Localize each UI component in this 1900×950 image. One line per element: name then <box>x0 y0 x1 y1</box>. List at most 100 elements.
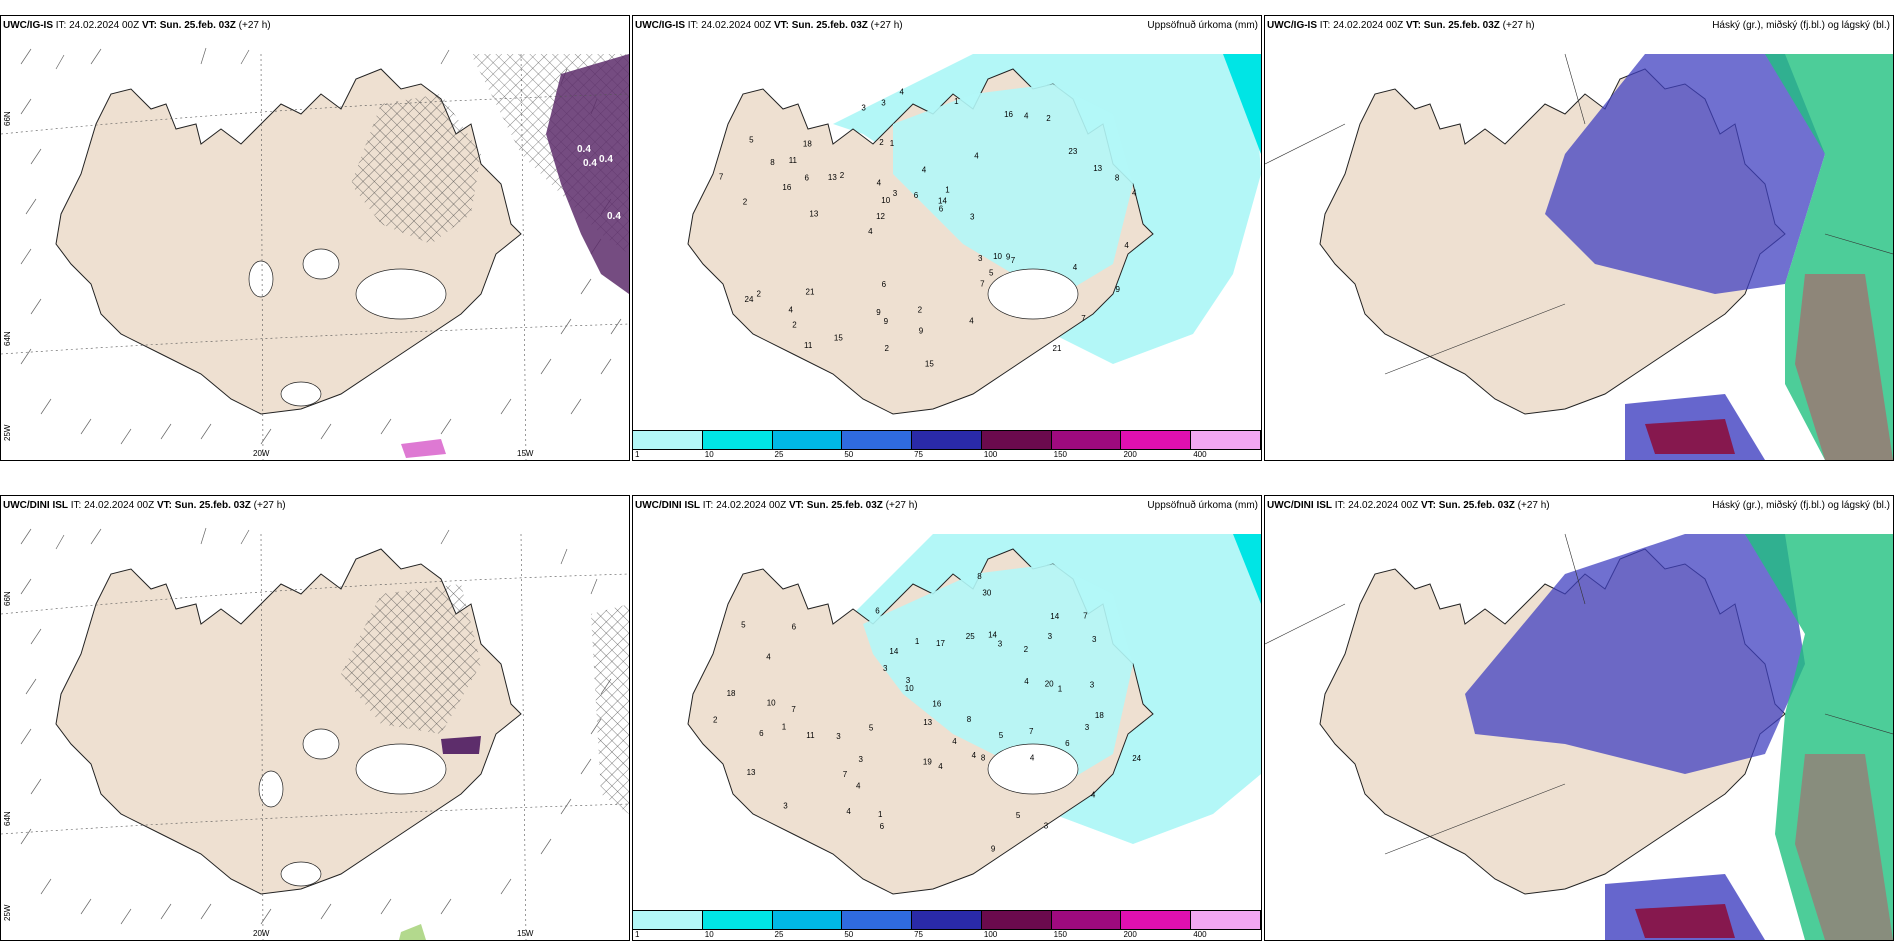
precip-value-label: 30 <box>982 589 991 598</box>
cloud-panel-top: UWC/IG-IS IT: 24.02.2024 00Z VT: Sun. 25… <box>1264 15 1894 461</box>
precip-value-label: 4 <box>938 762 943 771</box>
precip-value-label: 6 <box>939 204 944 213</box>
precip-value-label: 3 <box>1092 635 1097 644</box>
precip-value-label: 5 <box>999 731 1004 740</box>
colorbar-tick-label: 75 <box>914 450 924 459</box>
panel-header: UWC/DINI ISL IT: 24.02.2024 00Z VT: Sun.… <box>635 500 918 511</box>
svg-text:0.4: 0.4 <box>577 144 591 155</box>
precip-value-label: 4 <box>1091 791 1096 800</box>
precip-map: 1 4 5 4 4 3 3 2 1 3 3 4 6 8 13 7 16 18 17 20 24 18 10 11 13 10 7 8 6… <box>633 514 1261 910</box>
panel-header: UWC/DINI ISL IT: 24.02.2024 00Z VT: Sun.… <box>1267 500 1550 511</box>
precip-value-label: 1 <box>782 722 787 731</box>
precip-value-label: 11 <box>804 341 813 350</box>
colorbar-tick-label: 400 <box>1193 450 1207 459</box>
precip-value-label: 4 <box>974 152 979 161</box>
precip-value-label: 5 <box>989 268 994 277</box>
precip-value-label: 9 <box>919 327 924 336</box>
colorbar-segment <box>842 431 913 449</box>
cloud-title: Háský (gr.), miðský (fj.bl.) og lágský (… <box>1712 500 1890 511</box>
colorbar-segment <box>981 911 1052 929</box>
precip-value-label: 19 <box>923 758 932 767</box>
precip-value-label: 18 <box>727 689 736 698</box>
colorbar-segment <box>842 911 913 929</box>
colorbar-segment <box>633 911 703 929</box>
precip-value-label: 1 <box>1058 685 1063 694</box>
colorbar-ticks: 1 10 25 50 75 100 150 200 400 <box>633 450 1261 460</box>
svg-text:0.4: 0.4 <box>599 154 613 165</box>
precip-value-label: 4 <box>1030 754 1035 763</box>
lon-label-20w: 20W <box>253 929 270 938</box>
precip-value-label: 7 <box>1029 727 1034 736</box>
precip-value-label: 2 <box>879 138 884 147</box>
colorbar-tick-label: 150 <box>1053 450 1068 459</box>
precip-title: Uppsöfnuð úrkoma (mm) <box>1147 20 1258 31</box>
colorbar-tick-label: 1 <box>635 930 640 939</box>
precip-value-label: 18 <box>803 139 812 148</box>
precip-value-label: 3 <box>883 664 888 673</box>
precip-value-label: 4 <box>1024 111 1029 120</box>
precip-value-label: 1 <box>954 97 959 106</box>
colorbar-tick-label: 50 <box>844 450 854 459</box>
precip-value-label: 21 <box>1053 344 1062 353</box>
precip-value-label: 11 <box>806 731 815 740</box>
lat-label-25w: 25W <box>3 904 12 921</box>
precip-value-label: 7 <box>843 770 848 779</box>
precip-value-label: 3 <box>893 189 898 198</box>
precip-value-label: 6 <box>875 607 880 616</box>
precip-value-label: 24 <box>745 295 754 304</box>
colorbar-tick-label: 50 <box>844 930 854 939</box>
precip-value-label: 6 <box>1065 739 1070 748</box>
colorbar-segment <box>1121 911 1192 929</box>
colorbar-tick-label: 100 <box>983 930 998 939</box>
precip-value-label: 1 <box>945 186 950 195</box>
colorbar-tick-label: 25 <box>774 450 784 459</box>
precip-value-label: 14 <box>938 197 947 206</box>
precip-value-label: 4 <box>969 317 974 326</box>
colorbar-tick-label: 10 <box>704 930 714 939</box>
precip-title: Uppsöfnuð úrkoma (mm) <box>1147 500 1258 511</box>
precip-value-label: 2 <box>1046 114 1051 123</box>
cloud-panel-bottom: UWC/DINI ISL IT: 24.02.2024 00Z VT: Sun.… <box>1264 495 1894 941</box>
colorbar-tick-label: 200 <box>1123 930 1137 939</box>
precip-panel-top: UWC/IG-IS IT: 24.02.2024 00Z VT: Sun. 25… <box>632 15 1262 461</box>
precip-value-label: 14 <box>988 631 997 640</box>
precip-value-label: 18 <box>1095 711 1104 720</box>
precip-value-label: 2 <box>743 197 748 206</box>
precip-value-label: 9 <box>1006 252 1011 261</box>
lat-label-64n: 64N <box>3 331 12 346</box>
precip-value-label: 24 <box>1132 754 1141 763</box>
precip-value-label: 2 <box>713 716 718 725</box>
precip-value-label: 6 <box>805 174 810 183</box>
precip-value-label: 2 <box>918 306 923 315</box>
precip-value-label: 1 <box>878 810 883 819</box>
lon-label-15w: 15W <box>517 929 534 938</box>
precip-value-label: 9 <box>991 844 996 853</box>
precip-value-label: 2 <box>757 289 762 298</box>
lat-label-64n: 64N <box>3 811 12 826</box>
precip-value-label: 10 <box>993 252 1002 261</box>
precip-value-label: 13 <box>809 210 818 219</box>
wind-map: 0.4 0.4 0.4 0.4 <box>1 34 629 460</box>
precip-value-label: 7 <box>980 279 985 288</box>
precip-value-label: 4 <box>952 737 957 746</box>
precip-value-label: 11 <box>789 156 798 165</box>
panel-header: UWC/IG-IS IT: 24.02.2024 00Z VT: Sun. 25… <box>635 20 903 31</box>
precip-value-label: 3 <box>978 254 983 263</box>
colorbar-tick-label: 1 <box>635 450 640 459</box>
precip-value-label: 2 <box>885 344 890 353</box>
colorbar <box>633 910 1261 930</box>
panel-header: UWC/DINI ISL IT: 24.02.2024 00Z VT: Sun.… <box>3 500 286 511</box>
colorbar <box>633 430 1261 450</box>
colorbar-segment <box>1051 431 1122 449</box>
precip-value-label: 3 <box>881 98 886 107</box>
precip-value-label: 5 <box>869 723 874 732</box>
cloud-title: Háský (gr.), miðský (fj.bl.) og lágský (… <box>1712 20 1890 31</box>
precip-value-label: 15 <box>834 334 843 343</box>
precip-value-label: 9 <box>876 308 881 317</box>
precip-value-label: 6 <box>880 822 885 831</box>
precip-value-label: 6 <box>759 729 764 738</box>
colorbar-segment <box>772 911 843 929</box>
precip-value-label: 2 <box>792 321 797 330</box>
svg-text:0.4: 0.4 <box>583 158 597 169</box>
